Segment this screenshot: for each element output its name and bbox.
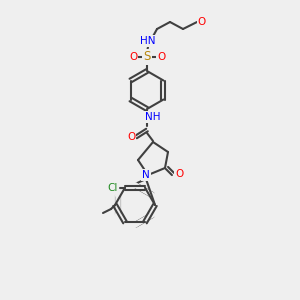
Text: O: O <box>175 169 183 179</box>
Text: O: O <box>157 52 165 62</box>
Text: HN: HN <box>140 36 156 46</box>
Text: NH: NH <box>145 112 161 122</box>
Text: N: N <box>142 170 150 180</box>
Text: O: O <box>127 132 135 142</box>
Text: Cl: Cl <box>108 183 118 193</box>
Text: O: O <box>198 17 206 27</box>
Text: O: O <box>129 52 137 62</box>
Text: S: S <box>143 50 151 64</box>
